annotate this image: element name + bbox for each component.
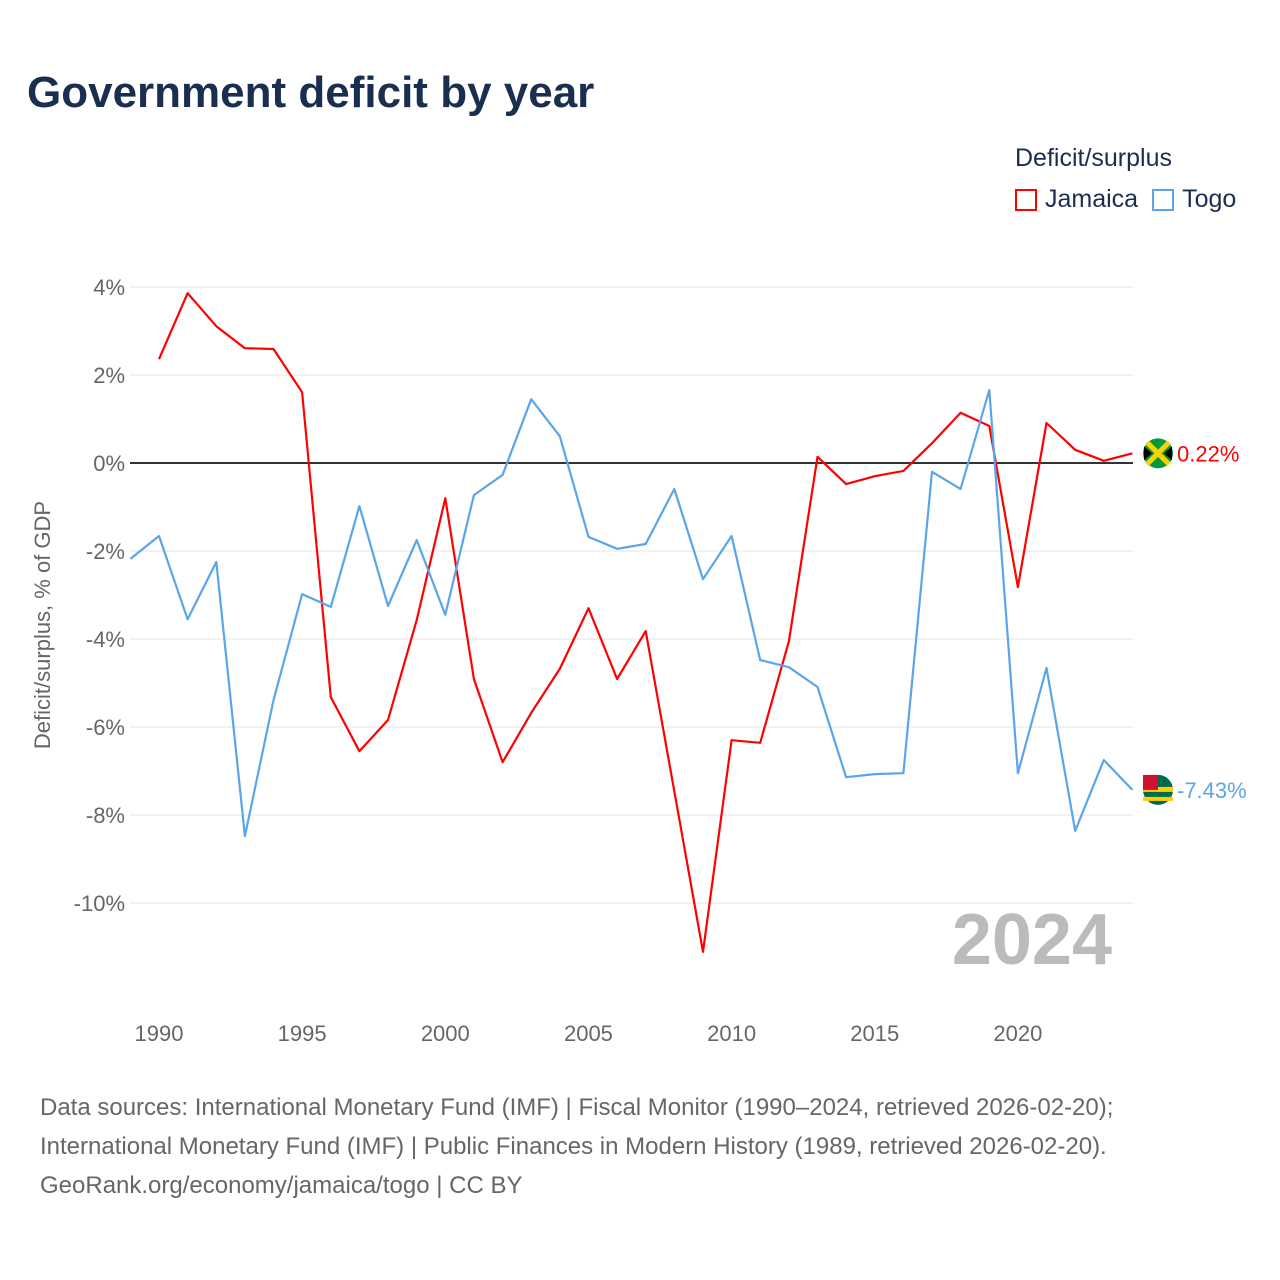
legend-label-jamaica: Jamaica [1045,185,1139,213]
legend-item-togo[interactable]: Togo [1152,185,1236,214]
legend-title: Deficit/surplus [1015,144,1172,172]
year-watermark: 2024 [952,900,1112,980]
y-tick-label: -4% [86,627,125,652]
end-value-label-togo: -7.43% [1177,778,1247,803]
end-value-label-jamaica: 0.22% [1177,441,1239,466]
flag-canton [1143,774,1158,790]
footer: Data sources: International Monetary Fun… [40,1088,1113,1205]
legend-swatch-jamaica [1015,188,1037,211]
flag-stripe [1143,796,1173,801]
y-tick-label: -8% [86,803,125,828]
series-line-jamaica [157,292,1133,953]
legend-label-togo: Togo [1182,185,1237,213]
y-tick-label: 0% [93,451,125,476]
plot-area: 4% 2% 0% -2% -4% -6% -8% -10% 1990 1995 2000 2005 20… [30,275,1247,1046]
x-tick-label: 2015 [850,1021,899,1046]
y-tick-label: 2% [93,363,125,388]
source-line-1: Data sources: International Monetary Fun… [40,1094,1114,1121]
y-tick-label: -10% [74,891,125,916]
y-tick-label: -6% [86,715,125,740]
legend-item-jamaica[interactable]: Jamaica [1015,185,1138,214]
x-tick-label: 2020 [993,1021,1042,1046]
attribution-link[interactable]: GeoRank.org/economy/jamaica/togo | CC BY [40,1172,523,1199]
x-tick-label: 1995 [278,1021,327,1046]
x-tick-label: 2005 [564,1021,613,1046]
legend: Deficit/surplus Jamaica Togo [1015,144,1250,218]
series-line-togo [129,388,1134,838]
chart-title: Government deficit by year [27,68,595,117]
legend-swatch-togo [1152,188,1175,211]
x-tick-label: 2010 [707,1021,756,1046]
flag-triangles [1144,446,1172,461]
x-tick-label: 2000 [421,1021,470,1046]
flag-cross [1145,440,1171,467]
source-line-2: International Monetary Fund (IMF) | Publ… [40,1133,1107,1160]
y-axis-label: Deficit/surplus, % of GDP [30,501,55,749]
y-tick-label: -2% [86,539,125,564]
y-tick-label: 4% [93,275,125,300]
x-tick-label: 1990 [135,1021,184,1046]
